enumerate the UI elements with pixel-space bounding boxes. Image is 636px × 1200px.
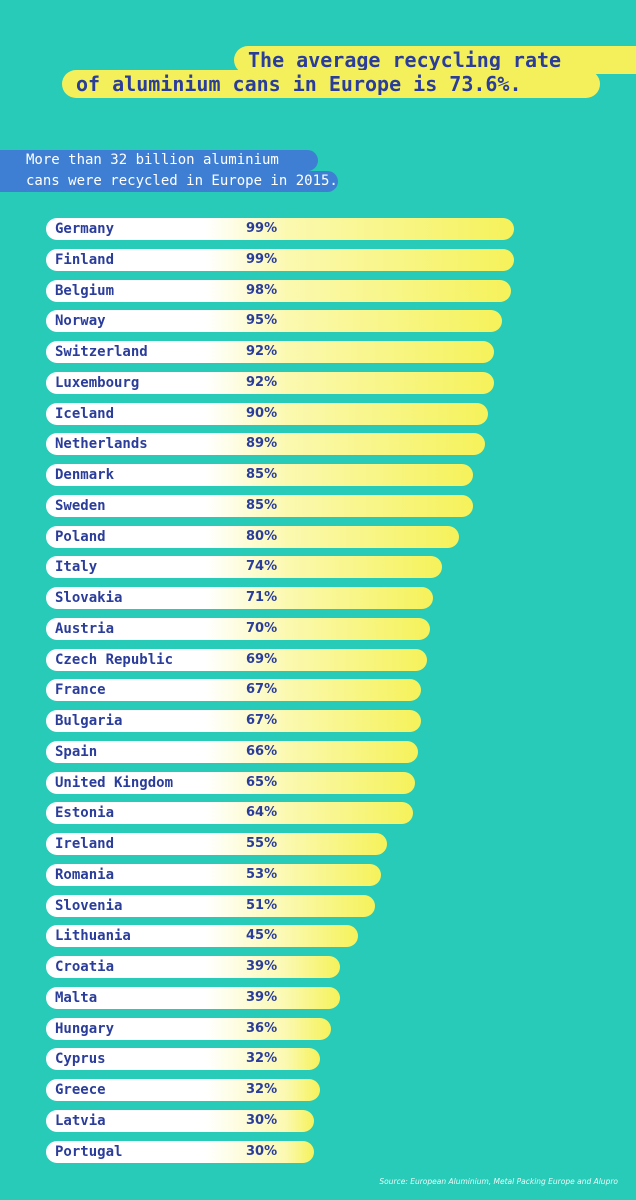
bar-row: Romania 53% (46, 863, 381, 886)
value-label: 64% (246, 805, 278, 821)
value-label: 67% (246, 682, 278, 698)
category-label: Greece (55, 1082, 106, 1098)
bar-row: Greece 32% (46, 1079, 320, 1101)
bar-row: Sweden 85% (46, 494, 474, 517)
value-label: 32% (246, 1051, 278, 1067)
value-label: 70% (246, 620, 278, 636)
value-label: 65% (246, 774, 278, 790)
bar-row: Luxembourg 92% (46, 371, 494, 394)
category-label: Finland (55, 251, 115, 268)
category-label: Portugal (55, 1143, 123, 1160)
category-label: Ireland (55, 836, 115, 852)
value-label: 92% (246, 374, 278, 390)
bar-row: Italy 74% (46, 556, 442, 579)
value-label: 71% (246, 590, 278, 605)
value-label: 66% (246, 743, 278, 759)
category-label: Slovenia (55, 897, 123, 914)
bar-row: Malta 39% (46, 986, 341, 1009)
value-label: 85% (246, 467, 278, 482)
bar-row: France 67% (46, 679, 422, 702)
headline-line-2: of aluminium cans in Europe is 73.6%. (62, 70, 600, 98)
headline-line-1: The average recycling rate (234, 46, 636, 74)
category-label: Poland (55, 528, 106, 545)
category-label: Hungary (55, 1020, 115, 1037)
bar-row: Slovakia 71% (46, 587, 433, 609)
subtitle-line-2: cans were recycled in Europe in 2015. (0, 171, 338, 192)
category-label: Malta (55, 989, 98, 1006)
category-label: Slovakia (55, 590, 123, 606)
category-label: Estonia (55, 805, 115, 822)
value-label: 80% (246, 528, 278, 544)
bar-row: Czech Republic 69% (46, 648, 427, 671)
bar-row: Croatia 39% (46, 956, 341, 978)
value-label: 32% (246, 1082, 278, 1097)
category-label: Denmark (55, 467, 115, 483)
value-label: 36% (246, 1020, 278, 1036)
bar-row: Spain 66% (46, 740, 419, 763)
category-label: Spain (55, 743, 98, 760)
category-label: Switzerland (55, 344, 148, 360)
bar-row: Germany 99% (46, 218, 514, 240)
category-label: Iceland (55, 405, 115, 422)
category-label: France (55, 682, 106, 699)
value-label: 51% (246, 897, 278, 913)
value-label: 98% (246, 282, 278, 298)
category-label: United Kingdom (55, 774, 174, 791)
bar-row: Finland 99% (46, 248, 514, 271)
value-label: 30% (246, 1112, 278, 1128)
category-label: Cyprus (55, 1051, 106, 1068)
category-label: Norway (55, 313, 106, 330)
bar-row: Lithuania 45% (46, 925, 358, 948)
value-label: 45% (246, 928, 278, 944)
bar-row: Slovenia 51% (46, 894, 375, 917)
bar-row: United Kingdom 65% (46, 771, 416, 794)
subtitle-line-1: More than 32 billion aluminium (0, 150, 318, 171)
bar-row: Cyprus 32% (46, 1048, 320, 1071)
category-label: Germany (55, 221, 115, 237)
value-label: 85% (246, 497, 278, 513)
bar-row: Austria 70% (46, 617, 430, 640)
value-label: 53% (246, 866, 278, 882)
category-label: Croatia (55, 959, 115, 975)
bar-row: Bulgaria 67% (46, 710, 422, 732)
category-label: Latvia (55, 1112, 106, 1129)
bar-row: Ireland 55% (46, 833, 387, 855)
bar-row: Hungary 36% (46, 1017, 332, 1040)
bar-row: Belgium 98% (46, 279, 512, 302)
bar-row: Switzerland 92% (46, 341, 494, 363)
value-label: 99% (246, 221, 278, 236)
bar-row: Estonia 64% (46, 802, 413, 825)
category-label: Belgium (55, 282, 115, 299)
value-label: 95% (246, 313, 278, 329)
value-label: 67% (246, 713, 278, 728)
bar-row: Poland 80% (46, 525, 459, 548)
value-label: 89% (246, 436, 278, 452)
category-label: Italy (55, 559, 98, 576)
bar-row: Norway 95% (46, 310, 503, 333)
value-label: 74% (246, 559, 278, 575)
value-label: 69% (246, 651, 278, 667)
source-note: Source: European Aluminium, Metal Packin… (379, 1177, 618, 1186)
value-label: 92% (246, 344, 278, 359)
value-label: 90% (246, 405, 278, 421)
category-label: Luxembourg (55, 374, 140, 391)
category-label: Austria (55, 620, 115, 637)
bar-row: Denmark 85% (46, 464, 474, 486)
category-label: Lithuania (55, 928, 131, 945)
category-label: Romania (55, 866, 115, 883)
bar-row: Portugal 30% (46, 1140, 314, 1163)
category-label: Czech Republic (55, 651, 174, 668)
value-label: 39% (246, 989, 278, 1005)
category-label: Netherlands (55, 436, 148, 453)
value-label: 55% (246, 836, 278, 851)
category-label: Sweden (55, 497, 106, 514)
value-label: 30% (246, 1143, 278, 1159)
bar-row: Netherlands 89% (46, 433, 485, 456)
value-label: 39% (246, 959, 278, 974)
bar-row: Latvia 30% (46, 1109, 314, 1132)
value-label: 99% (246, 251, 278, 267)
bar-row: Iceland 90% (46, 402, 488, 425)
category-label: Bulgaria (55, 713, 123, 729)
